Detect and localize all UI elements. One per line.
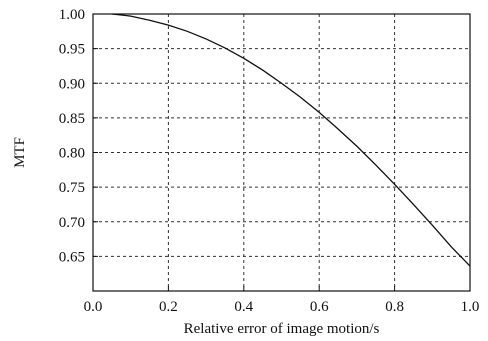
y-axis-label: MTF (12, 137, 28, 168)
grid (93, 14, 470, 291)
x-axis-label: Relative error of image motion/s (184, 321, 380, 337)
mtf-series-line (111, 13, 471, 267)
x-tick-label: 0.8 (385, 299, 404, 315)
x-tick-label: 0.0 (84, 299, 103, 315)
y-tick-label: 0.90 (59, 76, 85, 92)
y-tick-label: 0.85 (59, 111, 85, 127)
y-tick-label: 0.95 (59, 42, 85, 58)
x-tick-label: 1.0 (461, 299, 480, 315)
x-tick-labels: 0.0 0.2 0.4 0.6 0.8 1.0 (84, 299, 480, 315)
x-tick-label: 0.2 (159, 299, 178, 315)
y-tick-label: 0.70 (59, 215, 85, 231)
x-tick-label: 0.6 (310, 299, 329, 315)
y-tick-label: 0.65 (59, 249, 85, 265)
series-layer (111, 13, 471, 267)
y-tick-label: 0.80 (59, 146, 85, 162)
ticks (92, 13, 471, 291)
y-tick-label: 0.75 (59, 180, 85, 196)
x-tick-label: 0.4 (234, 299, 253, 315)
y-tick-label: 1.00 (59, 7, 85, 23)
y-tick-labels: 1.00 0.95 0.90 0.85 0.80 0.75 0.70 0.65 (59, 7, 85, 265)
